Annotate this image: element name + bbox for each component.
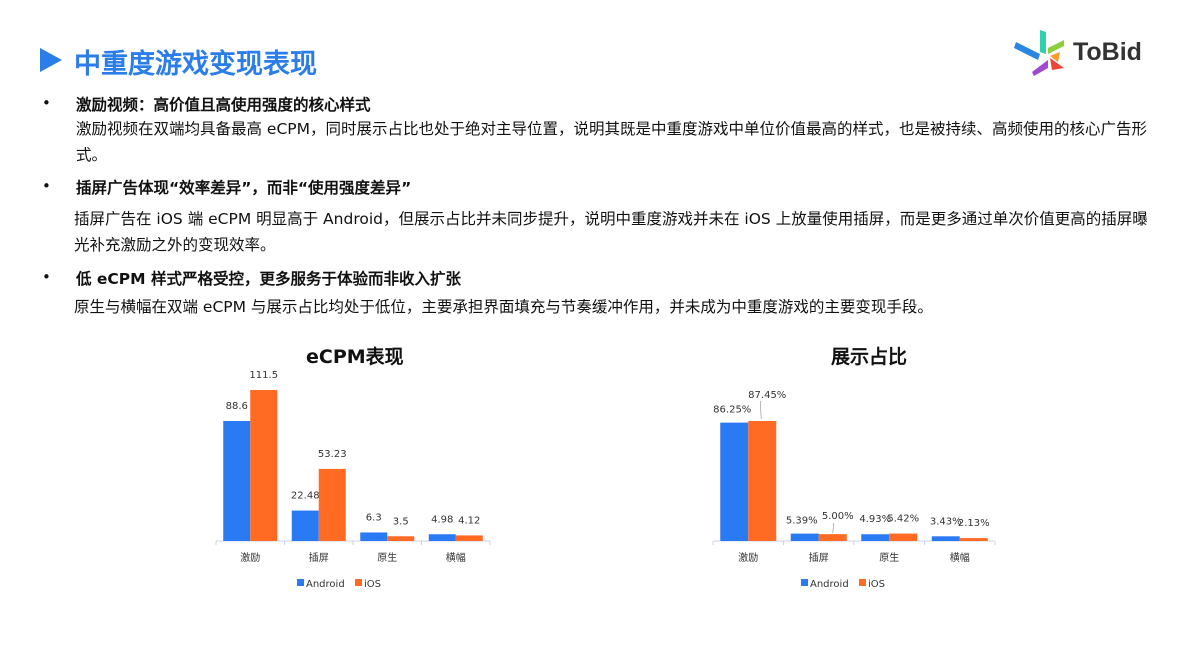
bar-ios [387, 536, 415, 541]
page-title: 中重度游戏变现表现 [74, 49, 317, 80]
tobid-logo-text: ToBid [1073, 38, 1142, 66]
section-1-heading: 激励视频：高价值且高使用强度的核心样式 [76, 96, 371, 114]
bar-ios [889, 533, 918, 541]
x-tick-label: 激励 [738, 551, 758, 564]
data-label: 4.12 [458, 515, 480, 526]
data-label: 3.43% [930, 516, 962, 527]
legend-label-ios: iOS [868, 579, 885, 590]
leader-line [832, 523, 835, 534]
x-tick-label: 插屏 [809, 551, 829, 564]
data-label: 86.25% [713, 405, 751, 416]
legend-swatch-ios [355, 579, 362, 586]
ecpm-chart-title: eCPM表现 [306, 346, 404, 368]
data-label: 4.98 [431, 514, 453, 525]
bar-ios [318, 468, 346, 541]
leader-line [759, 400, 762, 420]
bar-android [931, 536, 960, 541]
legend-label-ios: iOS [364, 579, 381, 590]
bar-android [223, 421, 251, 541]
legend-label-android: Android [810, 579, 849, 590]
section-2-body: 插屏广告在 iOS 端 eCPM 明显高于 Android，但展示占比并未同步提… [74, 210, 1148, 254]
bar-android [861, 534, 890, 541]
data-label: 4.93% [859, 514, 891, 525]
data-label: 5.39% [786, 516, 818, 527]
data-label: 87.45% [748, 390, 786, 401]
tobid-logo-icon [1014, 28, 1072, 76]
legend-swatch-android [801, 579, 808, 586]
section-3-heading: 低 eCPM 样式严格受控，更多服务于体验而非收入扩张 [76, 270, 461, 288]
data-label: 2.13% [958, 518, 990, 529]
section-1-body: 激励视频在双端均具备最高 eCPM，同时展示占比也处于绝对主导位置，说明其既是中… [76, 120, 1148, 164]
bar-android [291, 510, 319, 541]
section-3-body: 原生与横幅在双端 eCPM 与展示占比均处于低位，主要承担界面填充与节奏缓冲作用… [74, 298, 933, 316]
data-label: 3.5 [393, 516, 409, 527]
bullet-1: • [42, 94, 51, 112]
bar-ios [250, 390, 278, 541]
share-chart-title: 展示占比 [831, 346, 908, 368]
bar-android [428, 534, 456, 541]
legend-swatch-ios [859, 579, 866, 586]
data-label: 22.48 [291, 491, 320, 502]
x-tick-label: 原生 [879, 551, 899, 564]
x-tick-label: 横幅 [950, 551, 970, 564]
x-tick-label: 原生 [377, 551, 397, 564]
legend-label-android: Android [306, 579, 345, 590]
bullet-2: • [42, 177, 51, 195]
bar-ios [455, 535, 483, 541]
data-label: 6.3 [366, 512, 382, 523]
x-tick-label: 插屏 [309, 551, 329, 564]
bar-android [360, 532, 388, 541]
data-label: 53.23 [318, 449, 347, 460]
bar-ios [959, 538, 988, 541]
x-tick-label: 横幅 [446, 551, 466, 564]
data-label: 111.5 [249, 370, 278, 381]
bar-android [790, 533, 819, 541]
bullet-3: • [42, 268, 51, 286]
bar-ios [748, 421, 777, 541]
section-2-heading: 插屏广告体现“效率差异”，而非“使用强度差异” [76, 179, 412, 197]
x-tick-label: 激励 [240, 551, 260, 564]
data-label: 5.42% [887, 514, 919, 525]
bar-ios [818, 534, 847, 541]
legend-swatch-android [297, 579, 304, 586]
bar-android [720, 422, 749, 541]
data-label: 5.00% [822, 511, 854, 522]
data-label: 88.6 [226, 401, 248, 412]
title-arrow-icon [40, 48, 62, 72]
